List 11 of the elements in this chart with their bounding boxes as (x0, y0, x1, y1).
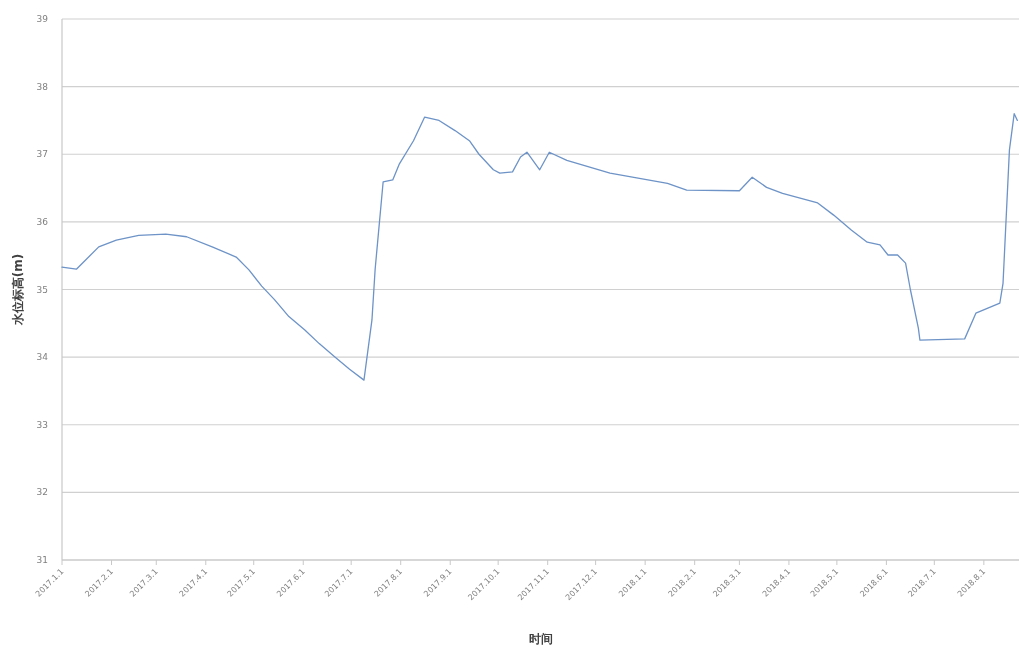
y-tick-label: 38 (36, 81, 49, 92)
y-tick-label: 39 (36, 14, 49, 24)
y-tick-label: 31 (36, 555, 48, 565)
y-tick-label: 37 (36, 149, 48, 160)
y-tick-label: 33 (36, 419, 48, 430)
y-tick-label: 32 (36, 487, 48, 498)
y-tick-label: 36 (36, 216, 49, 227)
y-axis-title: 水位标高(m) (11, 253, 25, 327)
y-tick-label: 34 (36, 352, 49, 363)
x-axis-title: 时间 (528, 632, 553, 646)
y-tick-label: 35 (36, 284, 48, 295)
